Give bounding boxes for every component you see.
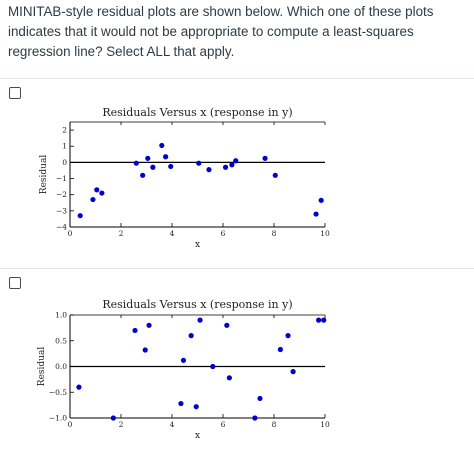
- option-1-data-point: [196, 160, 202, 166]
- option-2-x-tick-label: 8: [272, 420, 277, 429]
- option-1-data-point: [150, 164, 156, 170]
- option-2-checkbox[interactable]: [9, 277, 21, 289]
- option-1-x-tick-label: 8: [272, 229, 277, 238]
- option-1-data-point: [206, 167, 212, 173]
- option-2-y-tick-label: −1.0: [49, 414, 67, 423]
- option-1-chart: Residuals Versus x (response in y) 0 2 4 6 8 1…: [39, 106, 330, 250]
- option-1-data-point: [229, 162, 235, 168]
- option-2-data-point: [277, 346, 283, 353]
- option-1-data-point: [233, 158, 239, 164]
- option-2-y-tick-label: 0.5: [55, 336, 67, 345]
- option-1-data-point: [94, 187, 100, 193]
- option-2-data-point: [316, 317, 322, 323]
- divider-middle: [0, 268, 474, 269]
- option-1-y-tick-label: −1: [56, 174, 67, 183]
- option-1-data-point: [140, 172, 146, 178]
- option-1-y-tick-label: −2: [56, 190, 67, 199]
- option-1-data-point: [163, 154, 169, 160]
- option-2-data-point: [197, 317, 203, 323]
- option-2-x-tick-label: 2: [119, 420, 124, 429]
- option-2-data-point: [180, 357, 187, 363]
- option-2-data-point: [146, 322, 152, 328]
- option-1-x-tick-label: 10: [320, 229, 330, 238]
- option-1-x-tick-label: 2: [119, 229, 124, 238]
- option-2-y-tick-label: −0.5: [49, 388, 67, 397]
- option-1-plot: Residuals Versus x (response in y) 0 2 4 6 8 1…: [30, 100, 470, 260]
- option-1-data-point: [222, 164, 229, 170]
- option-2-data-point: [226, 375, 232, 381]
- option-2-data-point: [76, 384, 82, 390]
- option-2-plot: Residuals Versus x (response in y) 0 2 4 6 8 1…: [30, 290, 470, 450]
- option-1-data-point: [168, 163, 174, 170]
- question-text: MINITAB-style residual plots are shown b…: [8, 4, 434, 59]
- option-2-data-point: [142, 347, 148, 353]
- option-1-y-tick-label: 0: [62, 158, 67, 167]
- option-2-data-point: [193, 404, 199, 410]
- option-2-data-point: [224, 322, 230, 328]
- option-1-data-point: [90, 196, 96, 203]
- option-2-data-point: [321, 317, 327, 323]
- option-2-data-point: [188, 333, 194, 339]
- option-1-x-tick-label: 4: [170, 229, 175, 238]
- option-2-data-point: [178, 400, 184, 407]
- option-1-chart-title: Residuals Versus x (response in y): [102, 106, 292, 119]
- option-1-y-tick-label: 1: [62, 142, 67, 151]
- option-1-y-tick-label: −4: [56, 223, 67, 232]
- option-1-data-point: [145, 155, 151, 161]
- option-2-x-tick-label: 10: [320, 420, 330, 429]
- option-1-x-axis-label: x: [195, 240, 200, 250]
- option-2-data-point: [110, 415, 116, 421]
- option-2-chart-title: Residuals Versus x (response in y): [102, 298, 292, 311]
- option-2-x-axis-label: x: [195, 431, 200, 441]
- option-2-x-tick-label: 6: [221, 420, 226, 429]
- option-2-y-axis-label: Residual: [37, 347, 47, 387]
- option-2-y-tick-label: 0.0: [55, 362, 67, 371]
- option-1-data-point: [272, 172, 278, 178]
- option-2-y-tick-label: 1.0: [55, 311, 67, 320]
- option-2-data-point: [257, 395, 263, 402]
- option-2-data-point: [290, 369, 296, 375]
- option-1-data-point: [77, 213, 83, 219]
- divider-top: [0, 78, 474, 79]
- option-1-data-point: [159, 142, 165, 149]
- option-2-chart: Residuals Versus x (response in y) 0 2 4 6 8 1…: [37, 298, 330, 441]
- option-2-x-tick-label: 4: [170, 420, 175, 429]
- option-2-data-point: [210, 363, 216, 370]
- option-1-y-tick-label: −3: [56, 206, 67, 215]
- option-1-y-axis-label: Residual: [39, 155, 49, 195]
- option-2-data-point: [285, 333, 291, 339]
- option-2-x-tick-label: 0: [68, 420, 73, 429]
- option-1-data-point: [99, 190, 105, 196]
- option-1-data-point: [133, 160, 139, 166]
- option-1-y-tick-label: 2: [62, 126, 67, 135]
- option-1-x-tick-label: 6: [221, 229, 226, 238]
- option-1-data-point: [313, 211, 319, 217]
- option-1-data-point: [318, 197, 324, 203]
- option-2-data-point: [132, 327, 138, 334]
- option-1-x-tick-label: 0: [68, 229, 73, 238]
- option-1-data-point: [262, 155, 268, 161]
- option-1-checkbox[interactable]: [9, 87, 21, 99]
- option-2-data-point: [252, 415, 258, 421]
